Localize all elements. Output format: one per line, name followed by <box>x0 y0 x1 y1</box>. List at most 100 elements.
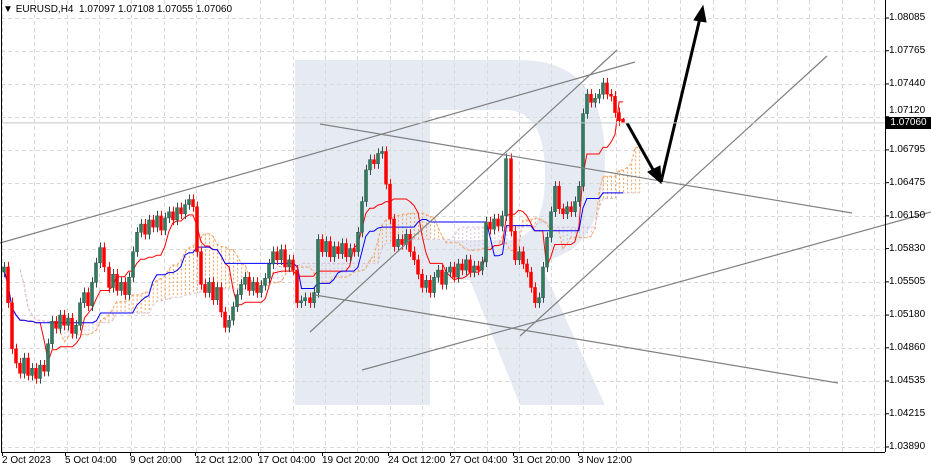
candle <box>247 272 251 296</box>
candle <box>22 352 26 379</box>
candle <box>549 206 553 243</box>
candle-body <box>513 230 517 261</box>
candle-body <box>440 269 444 285</box>
candle <box>119 277 123 296</box>
candle-body <box>231 306 235 321</box>
candle-body <box>299 300 303 304</box>
candle-body <box>111 273 115 288</box>
candle-body <box>537 297 541 304</box>
candle-body <box>98 247 102 264</box>
candle-body <box>316 239 320 293</box>
time-tick-label: 19 Oct 20:00 <box>322 455 380 466</box>
candle-body <box>344 243 348 258</box>
candle <box>545 232 549 273</box>
candle-body <box>143 223 147 235</box>
candle-body <box>324 241 328 252</box>
candle <box>183 199 187 219</box>
candle <box>42 360 46 377</box>
watermark-logo <box>295 60 605 405</box>
trendline <box>314 294 839 384</box>
candle <box>380 146 384 159</box>
candle-body <box>577 185 581 202</box>
candle-body <box>581 113 585 187</box>
candle <box>340 238 344 259</box>
candle <box>90 277 94 311</box>
candle <box>420 269 424 293</box>
candle-body <box>22 357 26 374</box>
candle <box>360 196 364 238</box>
candle-body <box>424 280 428 288</box>
candle <box>368 154 372 175</box>
candle <box>151 214 155 233</box>
candle-body <box>199 251 203 285</box>
senkou-span-a-line <box>19 146 640 343</box>
candle <box>452 261 456 283</box>
candle-body <box>211 282 215 300</box>
candle-body <box>159 215 163 231</box>
candle <box>2 261 6 278</box>
time-tick-label: 31 Oct 20:00 <box>513 455 571 466</box>
candle <box>135 227 139 257</box>
time-tick-label: 3 Nov 12:00 <box>578 455 632 466</box>
candle-body <box>533 287 537 304</box>
candle-body <box>492 218 496 230</box>
candle <box>348 243 352 262</box>
candle-body <box>436 269 440 278</box>
candle-body <box>308 297 312 304</box>
candle-body <box>613 95 617 113</box>
candle <box>328 236 332 262</box>
candle-body <box>207 282 211 293</box>
candle <box>324 236 328 257</box>
candle-body <box>496 218 500 227</box>
candle-body <box>46 343 50 372</box>
candle <box>163 212 167 236</box>
candle <box>175 202 179 226</box>
candle-body <box>565 206 569 215</box>
candle <box>480 256 484 276</box>
candle-body <box>151 219 155 228</box>
candle <box>448 261 452 278</box>
candle <box>308 292 312 308</box>
candle <box>468 254 472 278</box>
candle-body <box>267 263 271 279</box>
candle-body <box>14 348 18 364</box>
candle-body <box>183 204 187 215</box>
candle <box>589 89 593 108</box>
candle-body <box>135 231 139 252</box>
candle <box>597 89 601 104</box>
candle-body <box>541 266 545 298</box>
candle-body <box>203 284 207 293</box>
time-tick-label: 12 Oct 12:00 <box>195 455 253 466</box>
candle <box>155 210 159 233</box>
collapse-triangle-icon[interactable]: ▼ <box>3 4 16 15</box>
time-tick-label: 27 Oct 04:00 <box>450 455 508 466</box>
candle <box>30 363 34 381</box>
candle-body <box>320 239 324 252</box>
candle-body <box>107 266 111 288</box>
candle-body <box>26 357 30 376</box>
candle <box>432 272 436 298</box>
candle <box>143 218 147 240</box>
candle <box>388 179 392 225</box>
candle <box>191 194 195 212</box>
candle <box>500 210 504 232</box>
candle <box>159 210 163 236</box>
candle-body <box>94 262 98 283</box>
candle-body <box>384 151 388 185</box>
price-tick-label: 1.05505 <box>889 275 926 287</box>
candle-body <box>303 297 307 301</box>
time-tick-label: 2 Oct 2023 <box>2 455 51 466</box>
candle <box>352 243 356 257</box>
candle-body <box>18 362 22 374</box>
candle <box>243 272 247 290</box>
time-tick-label: 5 Oct 04:00 <box>65 455 117 466</box>
candle <box>581 108 585 192</box>
candle <box>287 254 291 273</box>
candle-body <box>191 199 195 207</box>
candle-body <box>187 199 191 205</box>
candle <box>565 201 569 219</box>
candle <box>509 153 513 237</box>
candle-body <box>609 93 613 97</box>
